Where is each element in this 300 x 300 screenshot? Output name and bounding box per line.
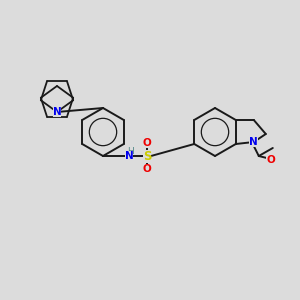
Text: O: O bbox=[266, 155, 275, 165]
Text: N: N bbox=[52, 107, 62, 117]
Text: H: H bbox=[127, 146, 134, 155]
Text: S: S bbox=[143, 149, 151, 163]
Text: O: O bbox=[142, 164, 152, 174]
Text: N: N bbox=[249, 137, 258, 147]
Text: O: O bbox=[142, 138, 152, 148]
Text: N: N bbox=[124, 151, 134, 161]
